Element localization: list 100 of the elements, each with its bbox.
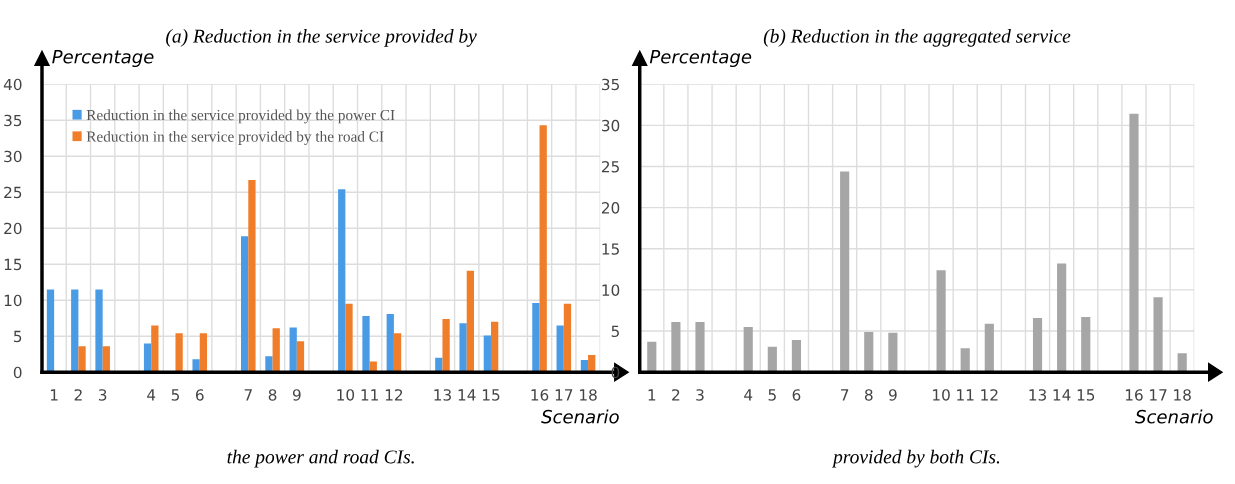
bar bbox=[671, 322, 681, 373]
bar bbox=[960, 348, 970, 373]
bar bbox=[483, 335, 491, 373]
bar bbox=[143, 343, 152, 373]
x-tick-label: 7 bbox=[244, 389, 252, 401]
y-tick-label: 25 bbox=[4, 186, 22, 199]
x-tick-label: 1 bbox=[50, 389, 58, 401]
bar bbox=[466, 270, 474, 373]
x-tick-label: 8 bbox=[864, 389, 873, 401]
bar bbox=[296, 341, 305, 373]
x-tick-label: 16 bbox=[1125, 389, 1143, 401]
chart-title: (a) Reduction in the service provided by bbox=[166, 29, 477, 47]
x-tick-label: 8 bbox=[268, 389, 277, 401]
bar bbox=[791, 340, 802, 373]
bar bbox=[539, 125, 547, 373]
x-tick-label: 13 bbox=[1029, 389, 1047, 401]
y-tick-label: 5 bbox=[611, 325, 619, 338]
x-tick-label: 6 bbox=[195, 389, 204, 401]
bar bbox=[490, 321, 499, 373]
x-tick-label: 17 bbox=[1150, 389, 1167, 401]
chart-title: (b) Reduction in the aggregated service bbox=[763, 29, 1071, 47]
x-tick-label: 1 bbox=[648, 389, 656, 401]
x-tick-label: 4 bbox=[147, 389, 156, 401]
y-axis-title: Percentage bbox=[649, 50, 752, 68]
text: the power and road CIs. bbox=[227, 449, 414, 468]
bar bbox=[151, 325, 159, 373]
y-tick-label: 5 bbox=[14, 330, 22, 343]
bar bbox=[345, 303, 353, 373]
bar bbox=[199, 333, 208, 373]
bar bbox=[563, 303, 572, 373]
x-tick-label: 6 bbox=[792, 389, 801, 401]
legend-label: Reduction in the service provided by the power CI bbox=[86, 109, 395, 124]
x-tick-label: 10 bbox=[933, 389, 950, 401]
bar bbox=[743, 326, 753, 373]
x-tick-label: 15 bbox=[1077, 389, 1095, 401]
x-tick-label: 3 bbox=[98, 389, 107, 401]
x-tick-label: 15 bbox=[482, 389, 500, 401]
bar bbox=[1129, 113, 1139, 373]
y-axis-title: Percentage bbox=[52, 50, 154, 68]
bar bbox=[95, 289, 103, 373]
x-tick-label: 7 bbox=[841, 389, 849, 401]
x-tick-label: 5 bbox=[171, 389, 179, 401]
x-tick-label: 16 bbox=[531, 389, 549, 401]
x-tick-label: 3 bbox=[696, 389, 704, 401]
y-tick-label: 30 bbox=[602, 119, 620, 132]
y-tick-label: 15 bbox=[602, 243, 619, 255]
x-axis-title: Scenario bbox=[541, 409, 619, 424]
y-tick-label: 40 bbox=[3, 78, 22, 91]
x-tick-label: 18 bbox=[1174, 389, 1191, 401]
bar bbox=[265, 356, 273, 373]
bar bbox=[864, 331, 874, 373]
bar bbox=[46, 289, 55, 373]
y-tick-label: 20 bbox=[601, 202, 620, 214]
bar bbox=[192, 359, 200, 373]
y-tick-label: 25 bbox=[601, 160, 619, 173]
x-tick-label: 2 bbox=[74, 389, 82, 401]
bar bbox=[362, 316, 370, 373]
x-tick-label: 14 bbox=[458, 389, 476, 401]
bar bbox=[1081, 317, 1091, 373]
bar bbox=[695, 322, 705, 373]
x-tick-label: 5 bbox=[768, 389, 776, 401]
bar bbox=[78, 346, 86, 373]
text: provided by both CIs. bbox=[831, 449, 1000, 468]
x-tick-label: 9 bbox=[888, 389, 897, 401]
x-tick-label: 13 bbox=[434, 389, 451, 401]
x-tick-label: 10 bbox=[337, 389, 355, 401]
x-tick-label: 11 bbox=[361, 389, 378, 401]
legend-label: Reduction in the service provided by the road CI bbox=[86, 131, 384, 145]
x-tick-label: 12 bbox=[981, 389, 998, 401]
x-tick-label: 17 bbox=[555, 389, 573, 401]
y-tick-label: 10 bbox=[602, 284, 620, 296]
bar bbox=[1032, 317, 1043, 373]
x-tick-label: 14 bbox=[1053, 389, 1071, 401]
x-tick-label: 11 bbox=[957, 389, 974, 401]
y-tick-label: 35 bbox=[4, 114, 22, 127]
bar bbox=[1153, 297, 1163, 373]
bar bbox=[840, 171, 850, 373]
bar bbox=[338, 189, 346, 373]
bar bbox=[386, 313, 394, 373]
y-tick-label: 15 bbox=[4, 258, 22, 271]
bar bbox=[888, 332, 898, 373]
bar bbox=[442, 318, 450, 373]
bar bbox=[241, 236, 249, 373]
x-tick-label: 4 bbox=[744, 389, 753, 401]
bar bbox=[71, 289, 79, 373]
bar bbox=[556, 325, 564, 373]
bar bbox=[984, 323, 994, 373]
x-tick-label: 18 bbox=[580, 389, 597, 401]
bar bbox=[459, 323, 467, 373]
bar bbox=[1057, 263, 1067, 373]
y-tick-label: 0 bbox=[13, 366, 22, 379]
y-tick-label: 20 bbox=[4, 222, 22, 235]
y-tick-label: 35 bbox=[602, 78, 619, 91]
y-tick-label: 0 bbox=[611, 366, 620, 379]
x-tick-label: 2 bbox=[672, 389, 680, 401]
bar bbox=[647, 341, 657, 373]
bar bbox=[175, 333, 183, 373]
bar bbox=[289, 327, 297, 373]
y-tick-label: 30 bbox=[4, 150, 22, 163]
x-axis-title: Scenario bbox=[1135, 409, 1213, 424]
